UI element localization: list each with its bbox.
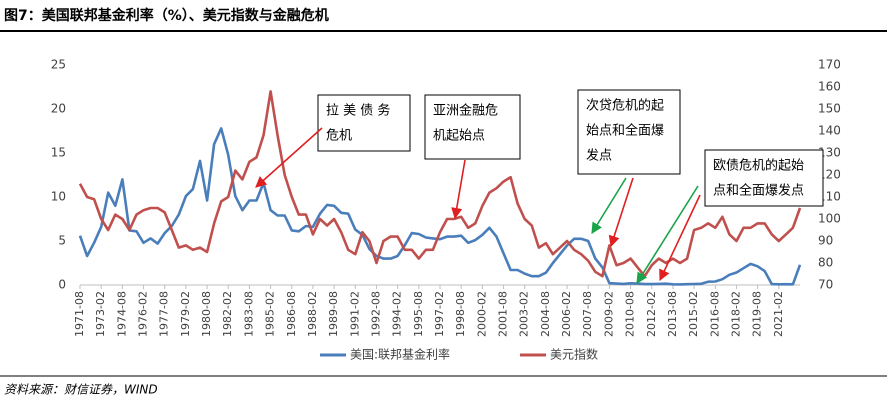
- x-tick-label: 1974-08: [115, 291, 128, 337]
- x-tick-label: 2006-02: [560, 291, 573, 337]
- x-tick-label: 1995-08: [412, 291, 425, 337]
- x-tick-label: 1998-08: [454, 291, 467, 337]
- x-tick-label: 2010-08: [624, 291, 637, 337]
- x-tick-label: 2007-08: [581, 291, 594, 337]
- y-tick-label: 15: [51, 146, 66, 160]
- annotation-arrow: [591, 177, 627, 234]
- x-tick-label: 2021-02: [772, 291, 785, 337]
- chart-title: 图7：美国联邦基金利率（%）、美元指数与金融危机: [4, 7, 329, 24]
- annotation-box: [424, 94, 521, 160]
- y2-tick-label: 130: [818, 146, 841, 160]
- legend-label: 美国:联邦基金利率: [350, 347, 450, 362]
- x-tick-label: 1971-08: [73, 291, 86, 337]
- x-tick-label: 2004-08: [539, 291, 552, 337]
- x-tick-label: 2001-08: [497, 291, 510, 337]
- x-tick-label: 2013-08: [666, 291, 679, 337]
- x-tick-label: 1976-02: [137, 291, 150, 337]
- annotation-arrow: [608, 177, 634, 248]
- annotation-text: 危机: [326, 129, 352, 144]
- annotation-text: 始点和全面爆: [586, 123, 664, 139]
- annotation-arrow: [636, 185, 699, 284]
- annotation-arrow: [659, 194, 701, 282]
- x-tick-label: 2009-02: [602, 291, 615, 337]
- y-tick-label: 25: [51, 58, 66, 72]
- x-tick-label: 1989-08: [327, 291, 340, 337]
- x-tick-label: 1983-08: [242, 291, 255, 337]
- x-tick-label: 1973-02: [94, 291, 107, 337]
- y2-tick-label: 140: [818, 124, 841, 138]
- y-tick-label: 10: [51, 190, 66, 204]
- y2-tick-label: 100: [818, 212, 841, 226]
- x-tick-label: 1994-02: [391, 291, 404, 337]
- x-tick-label: 1980-08: [200, 291, 213, 337]
- y2-tick-label: 120: [818, 168, 841, 182]
- x-tick-label: 2003-02: [518, 291, 531, 337]
- y2-tick-label: 90: [818, 234, 833, 248]
- x-tick-label: 1979-02: [179, 291, 192, 337]
- annotation-text: 发点: [586, 148, 612, 164]
- x-tick-label: 1982-02: [221, 291, 234, 337]
- x-tick-label: 1985-02: [264, 291, 277, 337]
- y2-tick-label: 80: [818, 256, 833, 270]
- annotation-text: 次贷危机的起: [586, 98, 664, 114]
- annotation-box: [577, 89, 681, 175]
- annotation-text: 机起始点: [433, 129, 485, 144]
- legend-label: 美元指数: [550, 347, 598, 362]
- series-line: [78, 127, 802, 286]
- annotation-arrow: [255, 127, 323, 188]
- y2-tick-label: 160: [818, 80, 841, 94]
- annotation-box: [704, 149, 824, 207]
- y2-tick-label: 110: [818, 190, 841, 204]
- x-tick-label: 1988-02: [306, 291, 319, 337]
- source: 资料来源：财信证券，WIND: [4, 383, 158, 397]
- annotation-arrow: [451, 159, 466, 220]
- x-tick-label: 2015-02: [687, 291, 700, 337]
- annotation-text: 欧债危机的起始: [713, 158, 804, 174]
- x-tick-label: 2012-02: [645, 291, 658, 337]
- y-tick-label: 0: [58, 278, 66, 292]
- x-tick-label: 1977-08: [158, 291, 171, 337]
- x-tick-label: 1992-08: [369, 291, 382, 337]
- annotation-text: 亚洲金融危: [433, 103, 498, 119]
- y2-tick-label: 150: [818, 102, 841, 116]
- y-tick-label: 5: [58, 234, 66, 248]
- annotation-text: 点和全面爆发点: [713, 183, 804, 199]
- x-tick-label: 2019-08: [751, 291, 764, 337]
- x-tick-label: 2016-08: [708, 291, 721, 337]
- x-tick-label: 2018-02: [729, 291, 742, 337]
- series-line: [78, 90, 802, 278]
- x-tick-label: 1991-02: [348, 291, 361, 337]
- y-tick-label: 20: [51, 102, 66, 116]
- annotation-box: [317, 94, 411, 152]
- x-tick-label: 1997-02: [433, 291, 446, 337]
- x-tick-label: 2000-02: [475, 291, 488, 337]
- y2-tick-label: 70: [818, 278, 833, 292]
- annotation-text: 拉 美 债 务: [326, 103, 390, 119]
- x-tick-label: 1986-08: [285, 291, 298, 337]
- y2-tick-label: 170: [818, 58, 841, 72]
